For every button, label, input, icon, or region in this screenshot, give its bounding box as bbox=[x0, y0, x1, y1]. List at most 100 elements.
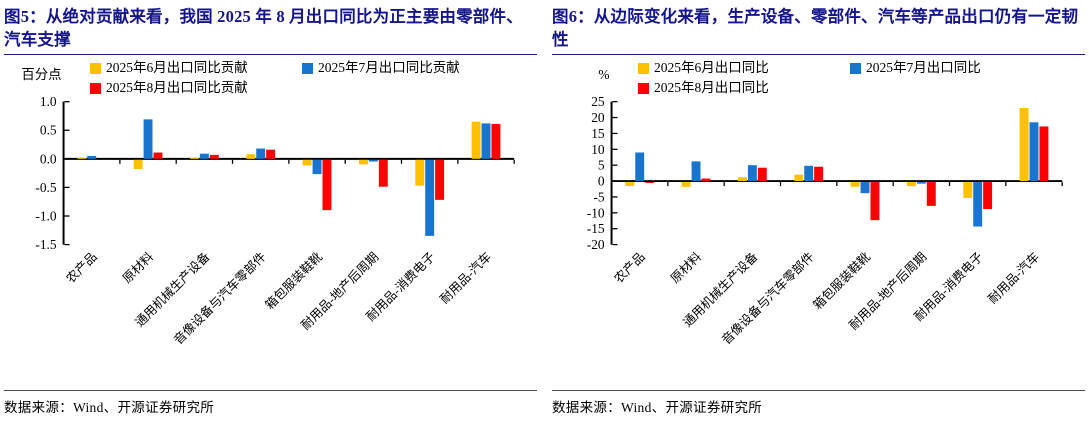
legend-item-june: 2025年6月出口同比贡献 bbox=[90, 60, 302, 77]
bar-series0-cat4 bbox=[302, 160, 312, 166]
y-axis-unit-label: 百分点 bbox=[21, 67, 61, 82]
figure-5-chart-area: 百分点 1.0 0.5 0.0 -0.5 -1.0 -1.5 农产品 原材料 通用机械生产设备 音像… bbox=[4, 57, 537, 387]
bar-series2-cat5 bbox=[926, 182, 936, 207]
legend-swatch-august bbox=[90, 83, 101, 94]
x-axis-category-label: 农产品 bbox=[64, 250, 100, 286]
y-axis-tick-label: -20 bbox=[587, 237, 605, 252]
bar-series2-cat6 bbox=[983, 182, 993, 210]
figure-6-legend: 2025年6月出口同比 2025年7月出口同比 2025年8月出口同比 bbox=[638, 60, 981, 97]
title-divider bbox=[552, 54, 1085, 56]
bar-series1-cat1 bbox=[691, 161, 701, 182]
bar-series1-cat3 bbox=[804, 166, 814, 182]
x-axis-category-label: 耐用品-汽车 bbox=[437, 249, 494, 306]
legend-swatch-june bbox=[638, 63, 649, 75]
bar-series0-cat5 bbox=[906, 182, 916, 187]
y-axis-tick-label: -1.0 bbox=[35, 209, 56, 224]
bar-series1-cat0 bbox=[87, 156, 97, 160]
bar-series1-cat6 bbox=[425, 160, 435, 237]
bar-series2-cat5 bbox=[378, 160, 388, 187]
y-axis-tick-label: 15 bbox=[591, 126, 605, 141]
legend-swatch-july bbox=[302, 63, 313, 75]
x-axis-category-label: 农产品 bbox=[612, 250, 648, 286]
figure-6: 图6：从边际变化来看，生产设备、零部件、汽车等产品出口仍有一定韧性 % 25 20 1… bbox=[545, 0, 1089, 424]
bar-series2-cat7 bbox=[491, 124, 501, 160]
bar-series2-cat4 bbox=[322, 160, 332, 211]
bar-series2-cat1 bbox=[701, 178, 711, 182]
bar-series1-cat2 bbox=[199, 153, 209, 160]
bar-series0-cat0 bbox=[77, 158, 87, 160]
figure-5: 图5：从绝对贡献来看，我国 2025 年 8 月出口同比为正主要由零部件、汽车支… bbox=[4, 7, 537, 415]
legend-swatch-august bbox=[638, 83, 649, 94]
bar-series2-cat3 bbox=[814, 166, 824, 182]
bar-series0-cat0 bbox=[625, 182, 635, 187]
figure-5-legend: 2025年6月出口同比贡献 2025年7月出口同比贡献 2025年8月出口同比贡… bbox=[90, 60, 460, 97]
source-divider bbox=[552, 390, 1085, 391]
y-axis-tick-label: -5 bbox=[593, 190, 604, 205]
bar-series2-cat2 bbox=[757, 167, 767, 182]
x-axis-category-label: 耐用品-汽车 bbox=[985, 249, 1042, 306]
bar-series1-cat5 bbox=[916, 182, 926, 184]
bar-series1-cat1 bbox=[143, 119, 153, 160]
legend-label-june: 2025年6月出口同比 bbox=[654, 60, 769, 76]
legend-swatch-june bbox=[90, 63, 101, 75]
bar-series2-cat0 bbox=[645, 182, 655, 184]
legend-label-june: 2025年6月出口同比贡献 bbox=[106, 60, 248, 76]
y-axis-tick-label: 0.5 bbox=[40, 123, 57, 138]
source-divider bbox=[4, 390, 537, 391]
legend-item-august: 2025年8月出口同比贡献 bbox=[90, 80, 302, 97]
title-divider bbox=[4, 54, 537, 56]
legend-swatch-july bbox=[850, 63, 861, 75]
figure-5-source: 数据来源：Wind、开源证券研究所 bbox=[4, 400, 215, 415]
bar-series0-cat3 bbox=[246, 154, 256, 160]
bar-series1-cat5 bbox=[368, 160, 378, 162]
y-axis-tick-label: -1.5 bbox=[35, 237, 56, 252]
bar-series0-cat6 bbox=[963, 182, 973, 199]
bar-series0-cat1 bbox=[133, 160, 143, 170]
bar-series1-cat7 bbox=[1029, 122, 1039, 182]
bar-series2-cat3 bbox=[266, 149, 276, 160]
legend-item-july: 2025年7月出口同比贡献 bbox=[302, 60, 460, 77]
bar-series0-cat1 bbox=[681, 182, 691, 188]
y-axis-tick-label: 5 bbox=[598, 158, 605, 173]
legend-label-july: 2025年7月出口同比贡献 bbox=[318, 60, 460, 76]
bar-series1-cat3 bbox=[256, 148, 266, 160]
y-axis-tick-label: 1.0 bbox=[40, 94, 57, 109]
y-axis-tick-label: 0.0 bbox=[40, 151, 57, 166]
y-axis-tick-label: 10 bbox=[591, 142, 605, 157]
legend-item-august: 2025年8月出口同比 bbox=[638, 80, 850, 97]
bar-series0-cat3 bbox=[794, 174, 804, 182]
bar-series0-cat4 bbox=[850, 182, 860, 188]
y-axis-tick-label: 25 bbox=[591, 94, 605, 109]
x-axis-category-label: 音像设备与汽车零部件 bbox=[719, 249, 817, 347]
x-axis-category-label: 箱包服装鞋靴 bbox=[262, 249, 325, 312]
legend-label-july: 2025年7月出口同比 bbox=[866, 60, 981, 76]
bar-series1-cat0 bbox=[635, 152, 645, 182]
figure-6-title: 图6：从边际变化来看，生产设备、零部件、汽车等产品出口仍有一定韧性 bbox=[552, 7, 1079, 50]
legend-label-august: 2025年8月出口同比 bbox=[654, 80, 769, 96]
y-axis-tick-label: -10 bbox=[587, 205, 605, 220]
y-axis-tick-label: -15 bbox=[587, 221, 605, 236]
legend-item-july: 2025年7月出口同比 bbox=[850, 60, 981, 77]
figure-6-chart-area: % 25 20 15 10 5 0 -5 -10 -15 -20 农产品 原材料 通用机械生产设备 音像设备… bbox=[552, 57, 1085, 387]
figure-6-source: 数据来源：Wind、开源证券研究所 bbox=[552, 400, 763, 415]
bar-series0-cat2 bbox=[737, 177, 747, 182]
bar-series0-cat5 bbox=[358, 160, 368, 165]
bar-series1-cat4 bbox=[860, 182, 870, 194]
x-axis-category-label: 原材料 bbox=[668, 250, 704, 286]
bar-series2-cat4 bbox=[870, 182, 880, 221]
bar-series0-cat6 bbox=[415, 160, 425, 186]
bar-series0-cat2 bbox=[189, 157, 199, 160]
y-axis-tick-label: -0.5 bbox=[35, 180, 56, 195]
bar-series0-cat7 bbox=[471, 121, 481, 160]
bar-series2-cat2 bbox=[209, 155, 219, 160]
bar-series1-cat2 bbox=[747, 165, 757, 182]
y-axis-unit-label: % bbox=[598, 67, 609, 82]
bar-series1-cat7 bbox=[481, 123, 491, 160]
bar-series2-cat1 bbox=[153, 152, 163, 160]
bar-series2-cat7 bbox=[1039, 126, 1049, 182]
x-axis-category-label: 原材料 bbox=[120, 250, 156, 286]
bar-series1-cat4 bbox=[312, 160, 322, 175]
x-axis-category-label: 音像设备与汽车零部件 bbox=[171, 249, 269, 347]
